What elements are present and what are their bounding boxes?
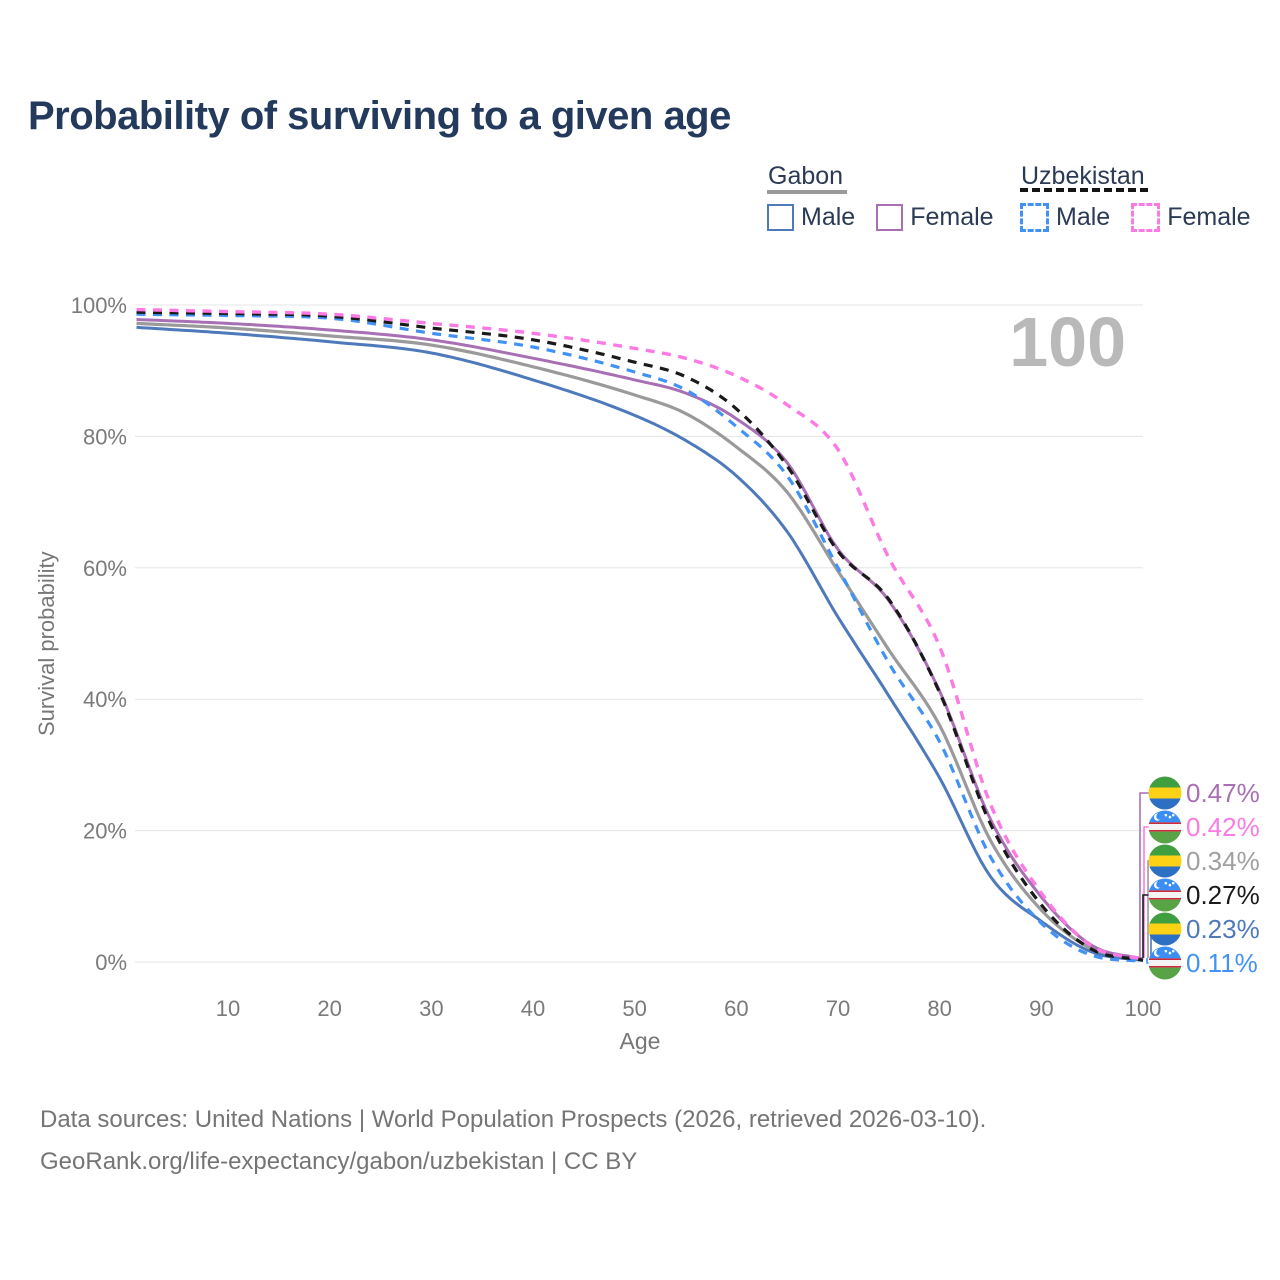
gabon-flag-icon [1148,844,1182,878]
end-label-connector [1147,860,1157,958]
x-axis-title: Age [619,1028,661,1054]
legend-gabon-male[interactable]: Male [767,203,855,232]
y-tick-label: 100% [71,293,127,318]
x-tick-label: 80 [927,996,951,1021]
series-line-gabon_female[interactable] [136,318,1144,961]
end-label-value: 0.11% [1186,948,1258,978]
legend-gabon-female[interactable]: Female [876,203,994,232]
gabon-female-swatch-icon [876,204,904,231]
x-tick-label: 70 [826,996,850,1021]
legend-uzbekistan-male-label: Male [1056,203,1111,231]
x-tick-label: 10 [216,996,240,1021]
gabon-male-swatch-icon [767,204,794,231]
uzbekistan-flag-icon [1148,946,1182,980]
citation-note: GeoRank.org/life-expectancy/gabon/uzbeki… [40,1148,638,1175]
y-tick-label: 0% [95,950,127,975]
gabon-flag-icon [1148,912,1182,946]
end-label-value: 0.34% [1186,846,1260,876]
uzbekistan-total-line-swatch [1020,188,1148,192]
uzbekistan-flag-icon [1148,878,1182,912]
x-tick-label: 20 [317,996,341,1021]
legend-gabon-male-label: Male [801,203,856,231]
series-line-gabon_male[interactable] [136,325,1144,962]
legend-uzbekistan-male[interactable]: Male [1020,203,1110,232]
x-tick-label: 30 [419,996,443,1021]
series-line-uzbekistan_female[interactable] [136,307,1144,961]
end-label-gabon_male[interactable]: 0.23% [1148,912,1260,946]
end-label-value: 0.23% [1186,914,1260,944]
series-line-uzbekistan_male[interactable] [136,312,1144,963]
legend-gabon-female-label: Female [910,203,994,231]
legend-row-uzbekistan: Male Female [1020,203,1272,232]
age-counter-watermark: 100 [1009,303,1126,381]
end-label-uzbekistan_male[interactable]: 0.11% [1148,946,1258,980]
legend-uzbekistan-female[interactable]: Female [1131,203,1251,232]
y-tick-label: 80% [83,424,127,449]
end-label-gabon_all[interactable]: 0.34% [1148,844,1260,878]
y-tick-label: 40% [83,687,127,712]
legend-uzbekistan-female-label: Female [1167,203,1251,231]
x-tick-label: 40 [521,996,545,1021]
legend-group-uzbekistan[interactable]: Uzbekistan [1021,162,1145,190]
gabon-flag-icon [1148,776,1182,810]
page-title: Probability of surviving to a given age [28,94,731,138]
y-tick-label: 20% [83,819,127,844]
x-tick-label: 100 [1125,996,1162,1021]
legend-row-gabon: Male Female [767,203,1015,232]
end-label-value: 0.47% [1186,778,1260,808]
x-tick-label: 50 [622,996,646,1021]
series-line-gabon_all[interactable] [136,321,1144,962]
end-label-value: 0.27% [1186,880,1260,910]
uzbekistan-male-swatch-icon [1020,203,1049,232]
x-tick-label: 90 [1029,996,1053,1021]
end-label-gabon_female[interactable]: 0.47% [1148,776,1260,810]
end-label-uzbekistan_all[interactable]: 0.27% [1148,878,1260,912]
y-tick-label: 60% [83,556,127,581]
data-sources-note: Data sources: United Nations | World Pop… [40,1106,987,1133]
series-line-uzbekistan_all[interactable] [136,310,1144,962]
end-label-value: 0.42% [1186,812,1260,842]
uzbekistan-flag-icon [1148,810,1182,844]
legend-group-gabon[interactable]: Gabon [768,162,844,190]
x-tick-label: 60 [724,996,748,1021]
gabon-total-line-swatch [767,190,847,194]
uzbekistan-female-swatch-icon [1131,203,1161,232]
end-label-uzbekistan_female[interactable]: 0.42% [1148,810,1260,844]
y-axis-title: Survival probability [34,551,59,736]
